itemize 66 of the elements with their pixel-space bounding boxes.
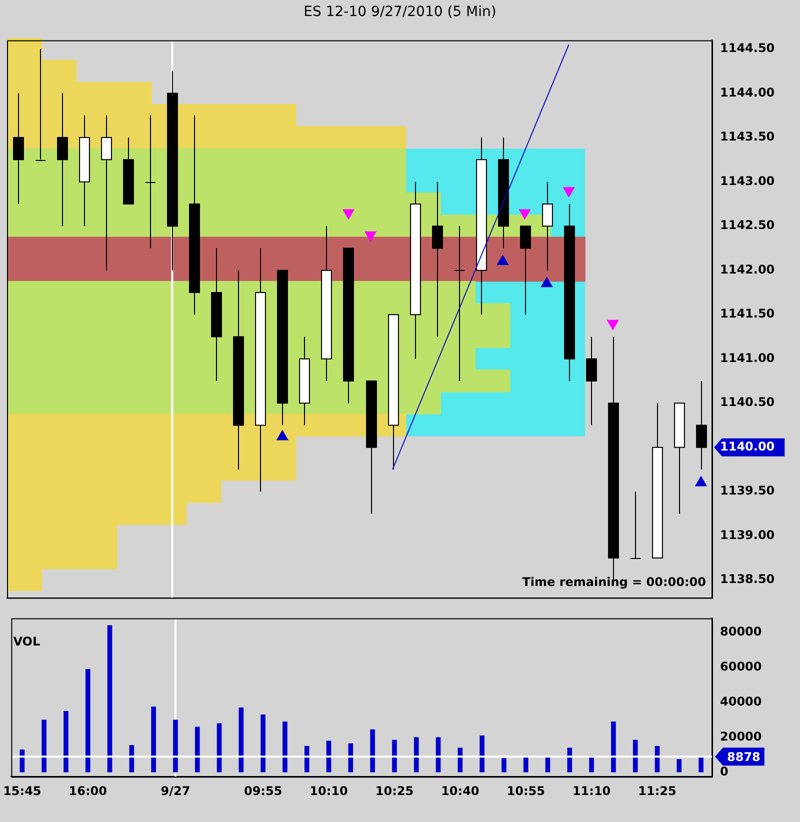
y-tick-label: 1139.00: [720, 528, 775, 542]
x-tick-label: 11:10: [572, 784, 611, 798]
bar: [282, 721, 288, 772]
bar: [632, 740, 638, 772]
bar: [676, 759, 682, 772]
point: [519, 209, 530, 220]
bar: [414, 737, 419, 772]
annotation: Time remaining = 00:00:00: [522, 574, 706, 589]
candlestick: [630, 491, 641, 559]
y-tick-label: 1143.00: [720, 174, 775, 188]
point: [695, 476, 707, 486]
x-tick-label: 10:55: [506, 784, 545, 798]
chart-title: ES 12-10 9/27/2010 (5 Min): [302, 4, 498, 20]
point: [342, 209, 354, 220]
bar: [260, 714, 266, 772]
y-tick-label: 1143.50: [720, 130, 775, 144]
bar: [173, 720, 178, 772]
candlestick: [35, 48, 46, 161]
x-tick-label: 10:25: [375, 784, 414, 798]
y-tick-label: 40000: [720, 694, 762, 708]
bar: [370, 729, 375, 772]
bar: [392, 740, 397, 772]
y-tick-label: 1144.50: [720, 41, 775, 56]
text: VOL: [13, 634, 41, 648]
x-tick-label: 15:45: [3, 784, 42, 798]
x-tick-label: 11:25: [638, 784, 676, 798]
y-tick-label: 0: [720, 764, 728, 778]
y-tick-label: 80000: [720, 624, 762, 638]
bar: [216, 723, 222, 772]
point: [276, 430, 288, 440]
x-tick-label: 10:10: [310, 784, 348, 798]
bar: [567, 748, 572, 772]
x-tick-label: 9/27: [160, 784, 190, 798]
bar: [304, 746, 310, 772]
y-tick-label: 1140.50: [720, 395, 775, 410]
y-tick-label: 1138.50: [720, 572, 775, 586]
bar: [523, 756, 528, 772]
bar: [502, 758, 506, 772]
bar: [151, 706, 156, 772]
bar: [107, 625, 112, 772]
y-tick-label: 1144.00: [720, 85, 775, 100]
y-tick-label: 1139.50: [720, 484, 775, 498]
y-tick-label: 1142.00: [720, 262, 775, 276]
point: [607, 320, 619, 330]
bar: [42, 720, 46, 772]
point: [563, 187, 574, 198]
bar: [698, 756, 704, 772]
y-tick-label: 1141.00: [720, 350, 775, 365]
ref-line-label: 8878: [727, 750, 760, 764]
y-tick-label: 20000: [720, 729, 762, 744]
point: [364, 231, 376, 242]
candlestick: [145, 114, 156, 249]
bar: [238, 707, 244, 772]
y-tick-label: 60000: [720, 659, 762, 674]
y-tick-label: 1142.50: [720, 218, 775, 232]
candlestick: [454, 226, 465, 382]
y-tick-label: 1140.00: [720, 439, 775, 454]
bar: [194, 726, 200, 772]
x-tick-label: 09:55: [244, 784, 282, 798]
x-tick-label: 16:00: [68, 784, 107, 798]
x-tick-label: 10:40: [441, 784, 480, 798]
bar: [85, 668, 90, 772]
bar: [480, 735, 484, 772]
bar: [611, 721, 616, 772]
y-tick-label: 1141.50: [720, 306, 775, 321]
bar: [64, 710, 68, 772]
